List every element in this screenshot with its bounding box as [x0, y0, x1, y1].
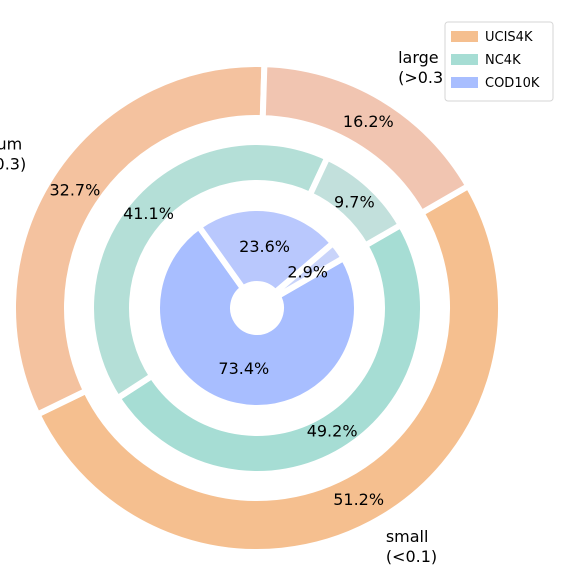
legend-label-nc4k: NC4K: [485, 53, 521, 68]
category-label-medium: medium(0.1~0.3): [0, 134, 26, 173]
outer-ring-wedge-large: [259, 61, 473, 218]
legend-label-cod10k: COD10K: [485, 76, 540, 91]
inner-ring-percent-label: 73.4%: [218, 359, 269, 378]
legend-swatch-ucis4k: [451, 31, 478, 42]
outer-ring-percent-label: 32.7%: [49, 181, 100, 200]
middle-ring-percent-label: 9.7%: [334, 192, 375, 211]
category-name: medium: [0, 134, 22, 153]
outer-ring-wedge-medium: [10, 61, 268, 419]
category-labels: small(<0.1) medium(0.1~0.3) large(>0.3): [0, 48, 449, 566]
inner-ring-wedge-small: [154, 222, 360, 411]
category-range: (0.1~0.3): [0, 154, 26, 173]
category-name: large: [398, 48, 439, 67]
middle-ring-percent-label: 41.1%: [123, 204, 174, 223]
inner-ring-wedge-large: [271, 238, 348, 301]
category-label-small: small (<0.1): [386, 527, 437, 566]
middle-ring-percent-label: 49.2%: [307, 421, 358, 440]
category-range: (>0.3): [398, 68, 449, 87]
inner-ring-percent-label: 23.6%: [239, 237, 290, 256]
percent-labels: 51.2% 32.7% 16.2% 49.2% 41.1% 9.7% 73.4% 23.6% 2…: [49, 112, 393, 509]
outer-ring-wedge-small: [33, 181, 504, 555]
outer-ring-percent-label: 51.2%: [333, 490, 384, 509]
legend-swatch-nc4k: [451, 54, 478, 65]
middle-ring-wedge-small: [113, 220, 426, 477]
outer-ring-percent-label: 16.2%: [343, 112, 394, 131]
rings: [10, 61, 504, 555]
middle-ring-wedge-large: [305, 153, 405, 250]
middle-ring-wedge-medium: [88, 139, 332, 403]
legend-swatch-cod10k: [451, 77, 478, 88]
category-label-large: large (>0.3): [398, 48, 449, 87]
legend-label-ucis4k: UCIS4K: [485, 30, 533, 45]
inner-ring-percent-label: 2.9%: [287, 263, 328, 282]
legend: UCIS4K NC4K COD10K: [444, 21, 554, 102]
category-name: small: [386, 527, 429, 546]
category-range: (<0.1): [386, 547, 437, 566]
